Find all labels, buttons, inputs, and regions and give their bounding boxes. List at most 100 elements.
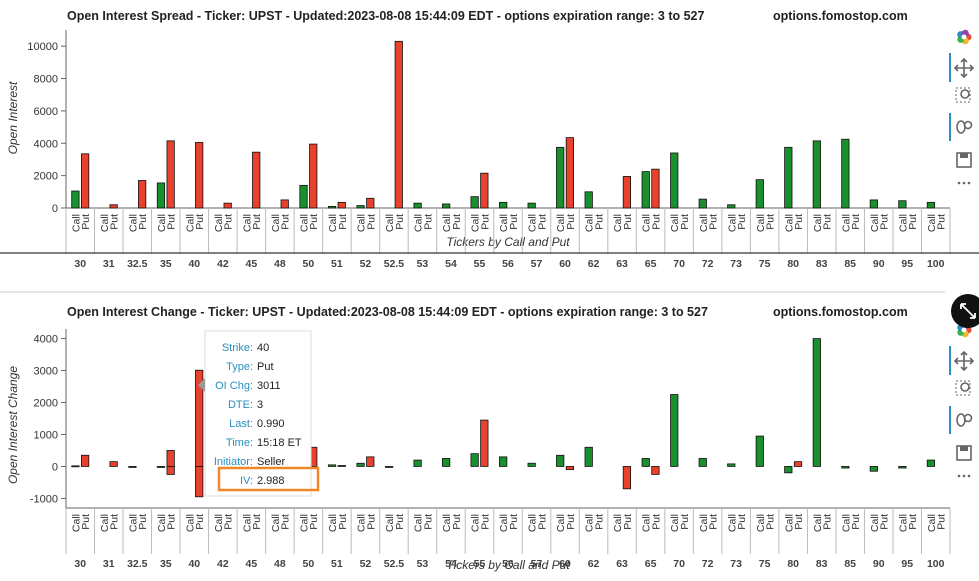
x-sub-label: Call (242, 514, 254, 532)
call-bar[interactable] (527, 462, 536, 467)
put-bar[interactable] (366, 197, 375, 209)
call-bar[interactable] (356, 205, 365, 209)
call-bar[interactable] (869, 199, 878, 209)
wheel-zoom-icon[interactable] (956, 120, 973, 134)
call-bar[interactable] (71, 465, 80, 468)
x-group-label: 90 (873, 558, 885, 570)
put-bar[interactable] (166, 140, 175, 209)
call-bar[interactable] (869, 466, 878, 472)
call-bar[interactable] (442, 458, 451, 467)
put-bar[interactable] (565, 137, 574, 209)
call-bar[interactable] (356, 462, 365, 467)
call-bar[interactable] (128, 466, 137, 468)
put-bar[interactable] (622, 176, 632, 209)
more-icon[interactable] (957, 181, 971, 185)
put-bar[interactable] (651, 466, 660, 475)
call-bar[interactable] (784, 146, 793, 209)
call-bar[interactable] (698, 458, 707, 467)
call-bar[interactable] (156, 466, 166, 468)
call-bar[interactable] (584, 446, 593, 467)
call-bar[interactable] (442, 203, 451, 209)
call-bar[interactable] (727, 204, 736, 209)
put-bar[interactable] (309, 143, 318, 209)
x-sub-label: Call (783, 214, 795, 232)
call-bar[interactable] (698, 198, 707, 209)
x-sub-label: Call (242, 214, 254, 232)
call-bar[interactable] (755, 435, 764, 467)
put-bar[interactable] (109, 204, 118, 209)
box-zoom-icon[interactable] (955, 87, 971, 103)
call-bar[interactable] (71, 190, 80, 209)
put-bar[interactable] (138, 180, 147, 209)
put-bar[interactable] (195, 466, 204, 498)
call-bar[interactable] (898, 466, 907, 469)
x-sub-label: Put (166, 514, 178, 530)
call-bar[interactable] (641, 171, 650, 209)
call-bar[interactable] (470, 453, 479, 467)
x-sub-label: Put (337, 214, 349, 230)
call-bar[interactable] (470, 196, 479, 209)
put-bar[interactable] (80, 153, 90, 209)
x-group-label: 54 (445, 558, 457, 570)
call-bar[interactable] (556, 146, 565, 209)
pan-icon[interactable] (953, 350, 975, 372)
call-bar[interactable] (812, 140, 821, 209)
put-bar[interactable] (166, 450, 175, 467)
put-bar[interactable] (166, 466, 175, 475)
bokeh-logo-icon[interactable] (957, 29, 972, 45)
put-bar[interactable] (223, 202, 232, 209)
call-bar[interactable] (926, 201, 936, 209)
call-bar[interactable] (926, 459, 936, 467)
more-icon[interactable] (957, 474, 971, 478)
put-bar[interactable] (252, 151, 261, 209)
call-bar[interactable] (556, 454, 565, 467)
plot-area[interactable]: 0200040006000800010000CallPut30CallPut31… (27, 30, 951, 270)
call-bar[interactable] (641, 458, 650, 467)
save-icon[interactable] (956, 445, 972, 461)
x-sub-label: Put (822, 514, 834, 530)
expand-button[interactable] (951, 294, 979, 328)
wheel-zoom-icon[interactable] (956, 413, 973, 427)
put-bar[interactable] (337, 465, 346, 467)
put-bar[interactable] (622, 466, 632, 490)
put-bar[interactable] (195, 142, 204, 209)
call-bar[interactable] (670, 394, 679, 467)
put-bar[interactable] (109, 461, 118, 467)
call-bar[interactable] (670, 152, 679, 209)
put-bar[interactable] (793, 461, 803, 467)
call-bar[interactable] (727, 463, 736, 467)
call-bar[interactable] (527, 202, 536, 209)
call-bar[interactable] (841, 466, 850, 469)
put-bar[interactable] (565, 466, 574, 471)
put-bar[interactable] (651, 168, 660, 209)
call-bar[interactable] (327, 205, 337, 209)
call-bar[interactable] (156, 182, 166, 209)
put-bar[interactable] (337, 201, 346, 209)
box-zoom-icon[interactable] (955, 380, 971, 396)
put-bar[interactable] (480, 419, 489, 467)
put-bar[interactable] (480, 172, 489, 209)
save-icon[interactable] (956, 152, 972, 168)
x-sub-label: Put (194, 514, 206, 530)
call-bar[interactable] (327, 464, 337, 467)
put-bar[interactable] (366, 456, 375, 467)
call-bar[interactable] (413, 459, 422, 467)
pan-icon[interactable] (953, 57, 975, 79)
call-bar[interactable] (584, 191, 593, 209)
call-bar[interactable] (898, 200, 907, 209)
call-bar[interactable] (841, 138, 850, 209)
put-bar[interactable] (80, 454, 90, 467)
call-bar[interactable] (755, 179, 764, 209)
call-bar[interactable] (384, 466, 394, 468)
x-sub-label: Put (707, 214, 719, 230)
plot-area[interactable]: -100001000200030004000CallPut30CallPut31… (30, 329, 951, 570)
call-bar[interactable] (784, 466, 793, 474)
put-bar[interactable] (394, 40, 403, 209)
call-bar[interactable] (812, 338, 821, 467)
call-bar[interactable] (499, 201, 508, 209)
put-bar[interactable] (280, 199, 289, 209)
x-sub-label: Put (166, 214, 178, 230)
call-bar[interactable] (299, 184, 308, 209)
call-bar[interactable] (413, 202, 422, 209)
call-bar[interactable] (499, 456, 508, 467)
